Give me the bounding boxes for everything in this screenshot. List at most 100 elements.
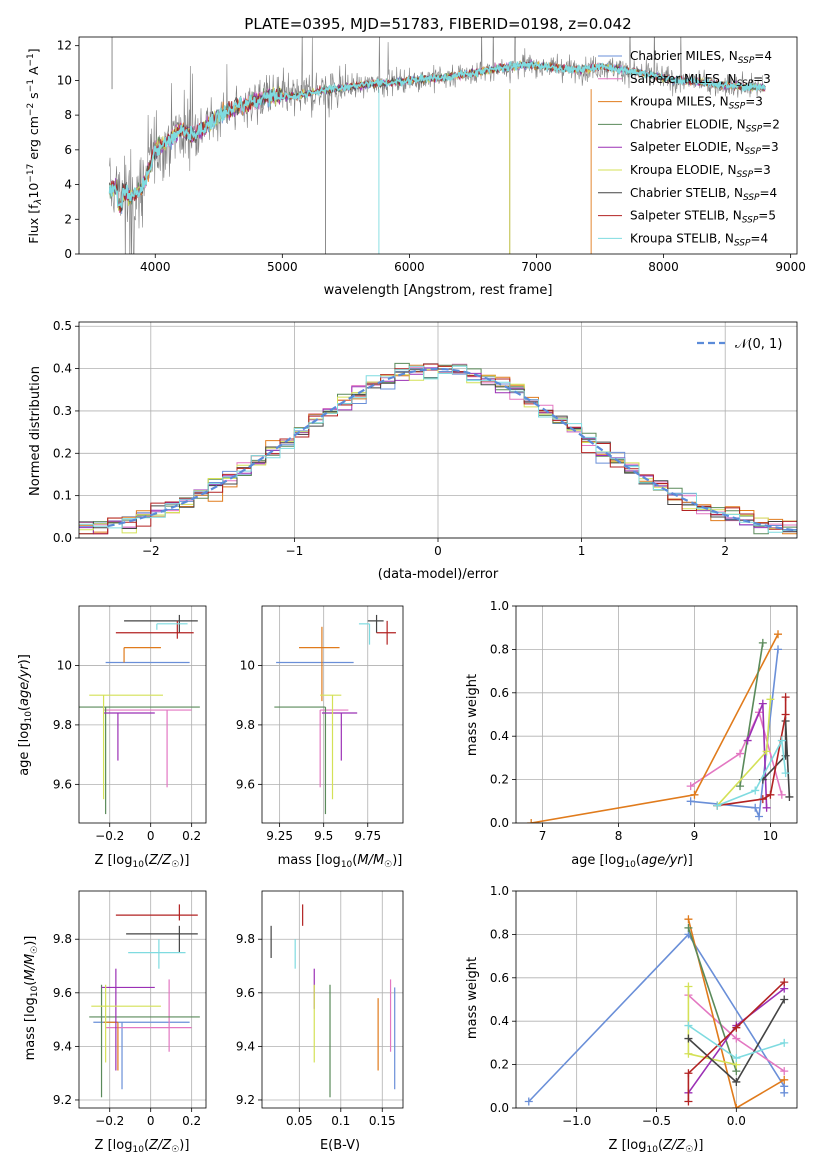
age-z-ylabel: age [log10(age/yr)] bbox=[17, 654, 34, 776]
mass-weight-marker bbox=[736, 749, 745, 758]
mass-weight-marker bbox=[785, 792, 794, 801]
y-tick-label: 0.2 bbox=[53, 446, 72, 460]
mass-weight-marker bbox=[758, 795, 767, 804]
mass-weight-marker bbox=[732, 1077, 741, 1086]
spectrum-ylabel: Flux [fλ10−17 erg cm−2 s−1 A−1] bbox=[26, 48, 44, 243]
mass-weight-marker bbox=[684, 923, 693, 932]
y-tick-label: 9.4 bbox=[53, 1039, 72, 1053]
plot-area bbox=[524, 915, 789, 1108]
y-tick-label: 0.1 bbox=[53, 489, 72, 503]
mass-weight-marker bbox=[684, 1097, 693, 1106]
mass-weight-line bbox=[687, 927, 738, 1072]
mass-weight-marker bbox=[758, 699, 767, 708]
y-tick-label: 0.0 bbox=[490, 1101, 509, 1115]
axes-frame bbox=[78, 605, 207, 824]
y-tick-label: 9.8 bbox=[53, 932, 72, 946]
mw-z-ylabel: mass weight bbox=[465, 957, 480, 1039]
plot-area bbox=[270, 904, 396, 1098]
x-tick-label: 1 bbox=[578, 544, 586, 558]
mass-weight-line bbox=[739, 642, 764, 787]
legend-label: Salpeter ELODIE, NSSP=3 bbox=[630, 140, 779, 157]
spectrum-title: PLATE=0395, MJD=51783, FIBERID=0198, z=0… bbox=[244, 15, 631, 33]
legend-label: Kroupa ELODIE, NSSP=3 bbox=[630, 163, 771, 180]
x-tick-label: −2 bbox=[142, 544, 160, 558]
x-tick-label: 5000 bbox=[267, 260, 298, 274]
axes-frame bbox=[78, 36, 798, 255]
plot-area bbox=[274, 614, 396, 815]
mass-z-ylabel: mass [log10(M/M☉)] bbox=[23, 936, 40, 1061]
y-tick-label: 9.8 bbox=[236, 718, 255, 732]
y-tick-label: 10 bbox=[57, 73, 72, 87]
mass-weight-marker bbox=[780, 1067, 789, 1076]
y-tick-label: 1.0 bbox=[490, 884, 509, 898]
legend-label: Chabrier ELODIE, NSSP=2 bbox=[630, 117, 780, 134]
plot-area bbox=[89, 904, 200, 1098]
mass-z-xlabel: Z [log10(Z/Z☉)] bbox=[95, 1138, 190, 1155]
y-tick-label: 0.8 bbox=[490, 642, 509, 656]
y-tick-label: 10 bbox=[240, 658, 255, 672]
model-spectrum-line bbox=[108, 60, 766, 208]
y-tick-label: 9.8 bbox=[236, 932, 255, 946]
y-tick-label: 0.8 bbox=[490, 927, 509, 941]
mass-weight-marker bbox=[751, 786, 760, 795]
mass-weight-marker bbox=[743, 736, 752, 745]
mass-weight-marker bbox=[732, 1034, 741, 1043]
mass-ebv-xlabel: E(B-V) bbox=[320, 1138, 360, 1153]
plot-area bbox=[79, 614, 200, 815]
mass-weight-line bbox=[690, 709, 783, 796]
mass-vs-extinction-panel: E(B-V) 0.05 0.1 0.15 9.2 9.4 9.6 9.8 bbox=[236, 890, 404, 1153]
mw-age-ylabel: mass weight bbox=[465, 674, 480, 756]
mass-weight-line bbox=[687, 981, 785, 1102]
x-tick-label: 0 bbox=[147, 829, 155, 843]
residual-histogram bbox=[79, 365, 797, 533]
x-tick-label: 7 bbox=[539, 829, 547, 843]
mass-weight-marker bbox=[732, 1023, 741, 1032]
x-tick-label: 0 bbox=[147, 1114, 155, 1128]
y-tick-label: 12 bbox=[57, 39, 72, 53]
y-tick-label: 9.6 bbox=[236, 777, 255, 791]
y-tick-label: 0.2 bbox=[490, 773, 509, 787]
x-tick-label: 9.25 bbox=[266, 829, 293, 843]
mass-weight-marker bbox=[732, 1054, 741, 1063]
y-tick-label: 0 bbox=[64, 247, 72, 261]
plot-area bbox=[79, 362, 797, 535]
axes-frame bbox=[515, 890, 798, 1109]
y-tick-label: 0.4 bbox=[490, 729, 509, 743]
mass-weight-marker bbox=[684, 1069, 693, 1078]
spectrum-legend: Chabrier MILES, NSSP=4 Salpeter MILES, NS… bbox=[598, 49, 780, 248]
x-tick-label: 0.2 bbox=[182, 829, 201, 843]
mass-weight-marker bbox=[751, 803, 760, 812]
legend-label: Chabrier MILES, NSSP=4 bbox=[630, 49, 772, 66]
mass-weight-marker bbox=[777, 790, 786, 799]
x-tick-label: 8 bbox=[615, 829, 623, 843]
age-z-xlabel: Z [log10(Z/Z☉)] bbox=[95, 853, 190, 870]
legend-label: 𝒩(0, 1) bbox=[735, 337, 782, 352]
mass-weight-marker bbox=[684, 1034, 693, 1043]
axes-frame bbox=[78, 890, 207, 1109]
mass-weight-marker bbox=[758, 638, 767, 647]
y-tick-label: 9.6 bbox=[53, 777, 72, 791]
mass-weight-marker bbox=[780, 995, 789, 1004]
x-tick-label: 4000 bbox=[140, 260, 171, 274]
normal-curve bbox=[107, 367, 797, 532]
mass-weight-line bbox=[717, 737, 787, 807]
age-vs-mass-panel: mass [log10(M/M☉)] 9.25 9.5 9.75 9.6 9.8 10 bbox=[236, 605, 404, 870]
axes-frame bbox=[78, 321, 798, 539]
mass-vs-metallicity-panel: Z [log10(Z/Z☉)] mass [log10(M/M☉)] −0.2 0… bbox=[23, 890, 207, 1155]
mass-weight-line bbox=[687, 919, 785, 1108]
x-tick-label: 6000 bbox=[394, 260, 425, 274]
x-tick-label: −0.2 bbox=[95, 1114, 124, 1128]
x-tick-label: −0.2 bbox=[95, 829, 124, 843]
y-tick-label: 0.2 bbox=[490, 1058, 509, 1072]
x-tick-label: −1.0 bbox=[562, 1114, 591, 1128]
x-tick-label: 0 bbox=[434, 544, 442, 558]
x-tick-label: 8000 bbox=[648, 260, 679, 274]
mass-weight-marker bbox=[762, 747, 771, 756]
x-tick-label: 0.2 bbox=[182, 1114, 201, 1128]
mass-weight-marker bbox=[713, 801, 722, 810]
x-tick-label: 9.75 bbox=[354, 829, 381, 843]
spectrum-xlabel: wavelength [Angstrom, rest frame] bbox=[324, 283, 553, 298]
legend-label: Kroupa MILES, NSSP=3 bbox=[630, 95, 763, 112]
mass-weight-vs-age-panel: age [log10(age/yr)] mass weight 7 8 9 10 0.0… bbox=[465, 599, 798, 870]
mass-weight-marker bbox=[755, 812, 764, 821]
